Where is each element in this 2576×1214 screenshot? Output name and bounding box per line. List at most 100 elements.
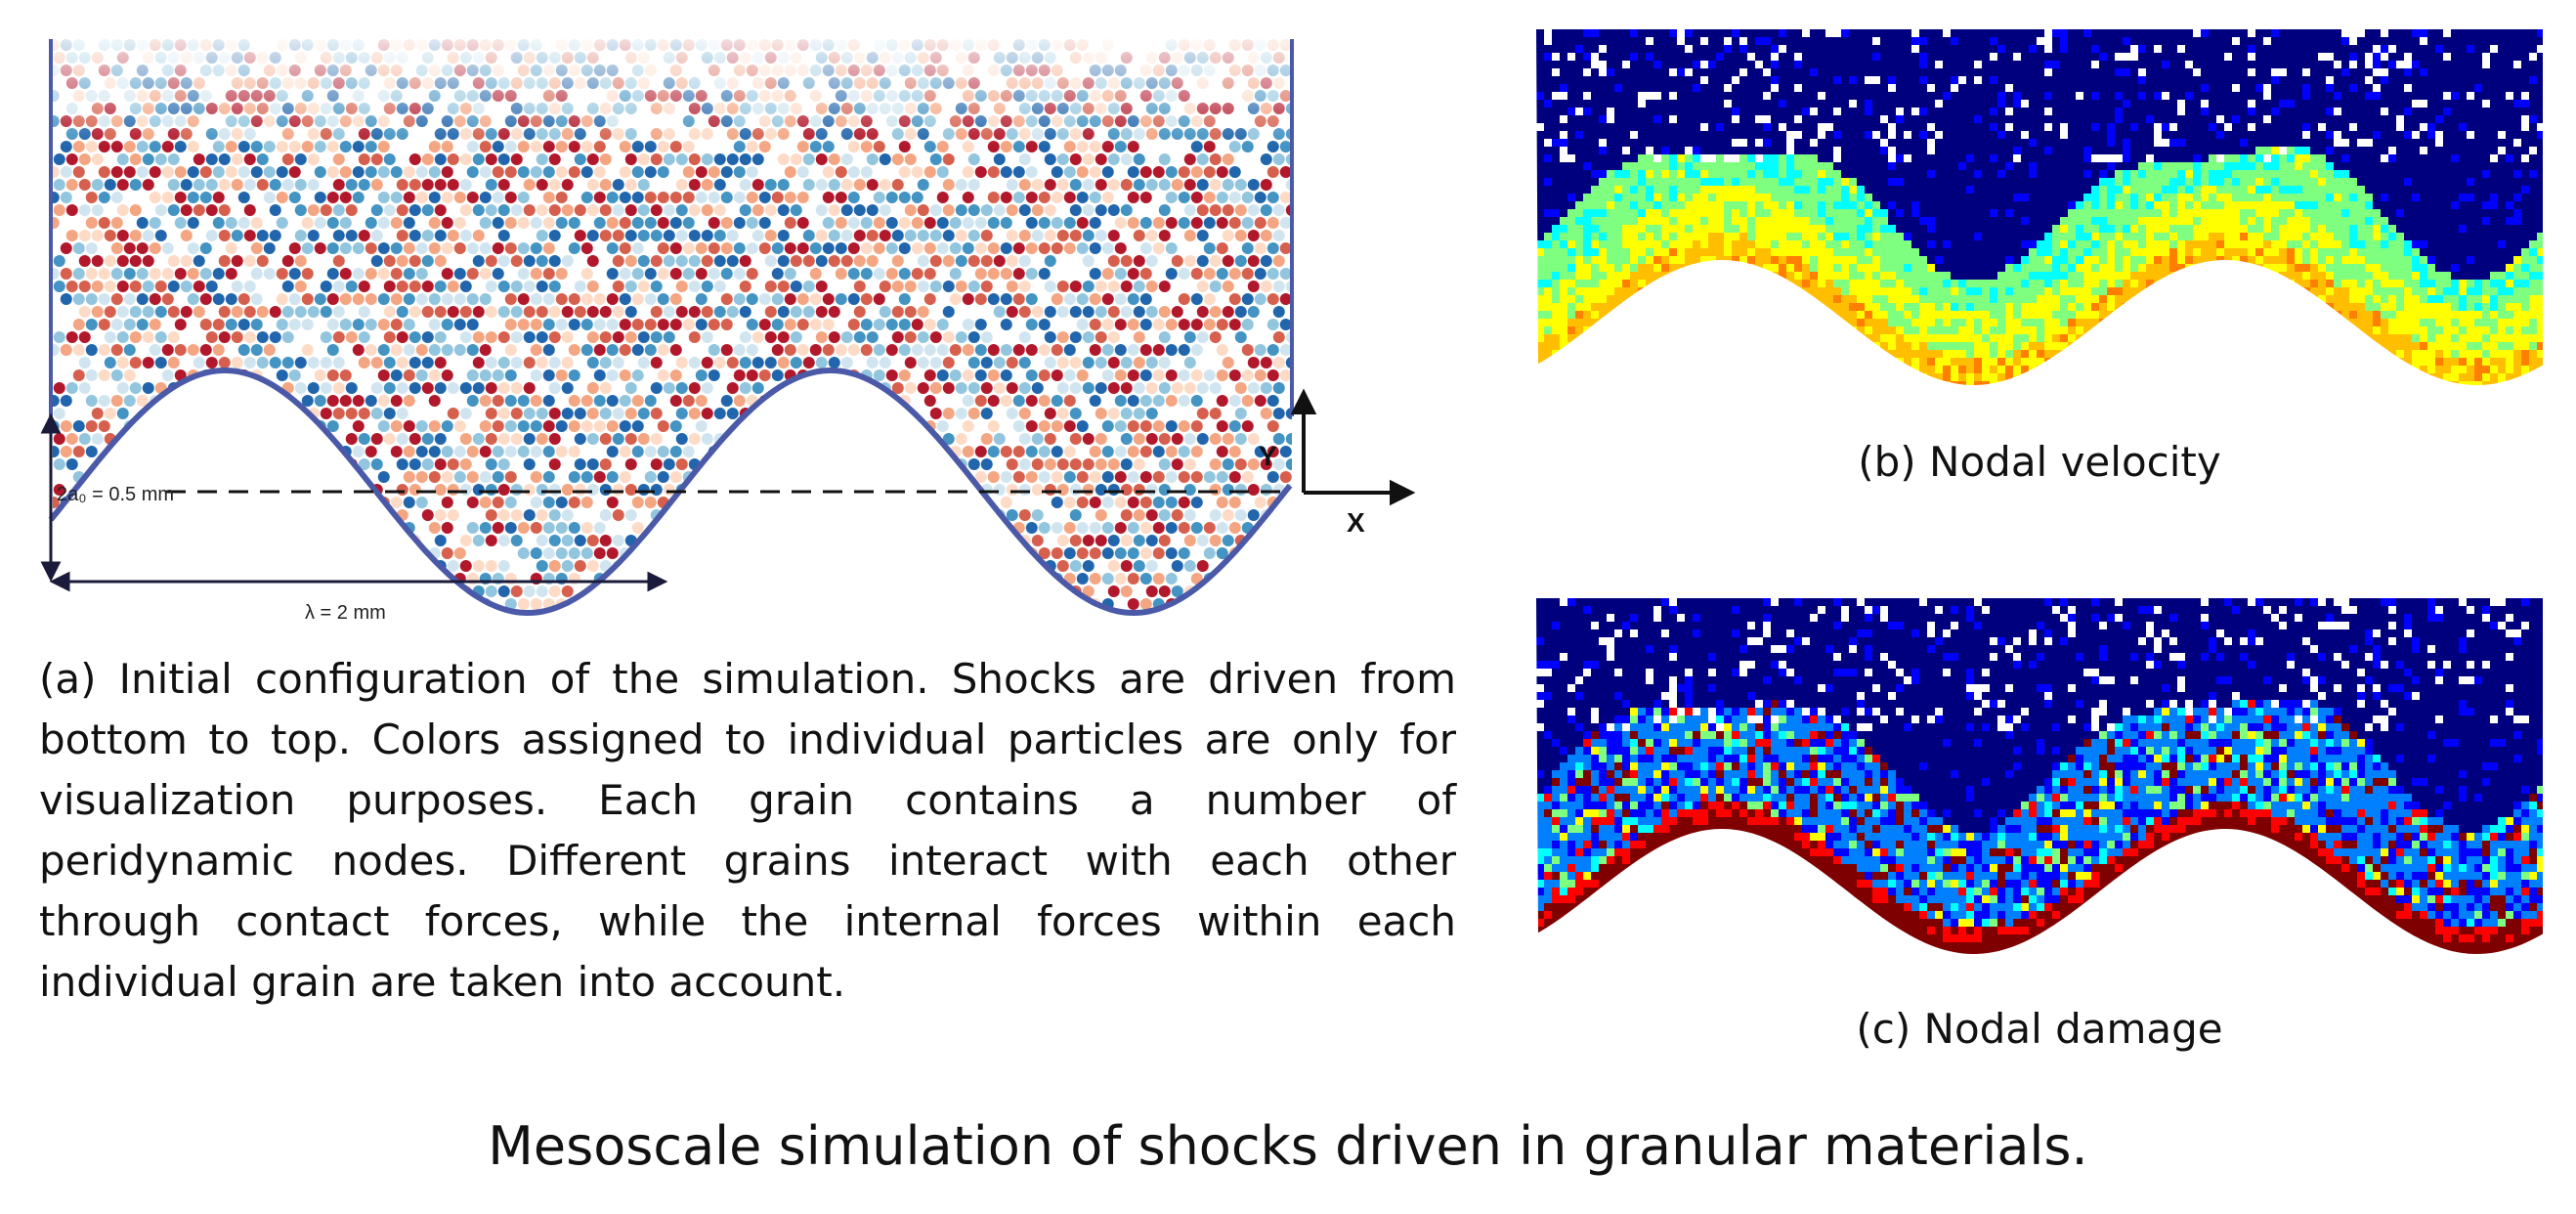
particle (91, 585, 104, 597)
particle (1012, 293, 1025, 305)
particle (1178, 446, 1190, 457)
particle (1139, 471, 1152, 483)
particle (650, 230, 663, 241)
particle (764, 458, 777, 470)
node (2388, 76, 2396, 84)
particle (777, 204, 790, 216)
particle (739, 306, 751, 318)
particle (1063, 166, 1076, 178)
node (1786, 100, 1794, 108)
particle (441, 192, 453, 203)
particle (212, 497, 225, 508)
particle (421, 204, 434, 216)
particle (174, 471, 187, 483)
particle (65, 281, 78, 292)
node (2185, 76, 2193, 84)
particle (701, 408, 713, 419)
node (2138, 53, 2146, 61)
particle (281, 357, 294, 369)
particle (365, 522, 377, 534)
particle (1254, 242, 1267, 254)
node (1732, 108, 1739, 115)
particle (967, 331, 980, 343)
particle (840, 179, 853, 191)
node (2513, 29, 2521, 37)
particle (847, 242, 860, 254)
node (2373, 61, 2381, 68)
particle (720, 522, 733, 534)
node (1724, 68, 1732, 76)
particle (434, 230, 447, 241)
node (1544, 92, 1552, 100)
particle (777, 484, 790, 496)
particle (243, 204, 256, 216)
particle (580, 242, 593, 254)
node (1575, 84, 1583, 92)
particle (1012, 344, 1025, 356)
node (2185, 37, 2193, 45)
particle (923, 395, 936, 407)
particle (479, 217, 492, 229)
node (2224, 76, 2232, 84)
particle (967, 255, 980, 267)
particle (161, 547, 174, 559)
particle (942, 535, 955, 546)
particle (78, 204, 91, 216)
particle (78, 281, 91, 292)
particle (104, 281, 116, 292)
particle (726, 357, 739, 369)
node (2302, 100, 2310, 108)
node (1544, 45, 1552, 53)
particle (866, 408, 879, 419)
node (2005, 100, 2013, 108)
particle (447, 560, 459, 572)
node (2451, 29, 2459, 37)
particle (1000, 293, 1012, 305)
particle (269, 306, 281, 318)
node (1849, 76, 1857, 84)
particle (980, 281, 993, 292)
node (1607, 61, 1614, 68)
particle (1209, 281, 1222, 292)
particle (205, 357, 218, 369)
particle (840, 153, 853, 165)
particle (510, 509, 523, 521)
particle (370, 357, 383, 369)
particle (403, 369, 415, 381)
particle (733, 497, 746, 508)
particle (796, 242, 809, 254)
particle (987, 242, 1000, 254)
particle (885, 547, 898, 559)
particle (853, 382, 866, 394)
particle (390, 293, 403, 305)
particle (225, 598, 237, 610)
node (1849, 61, 1857, 68)
particle (739, 611, 751, 613)
node (2295, 84, 2302, 92)
particle (485, 357, 497, 369)
particle (657, 547, 669, 559)
particle (523, 509, 536, 521)
particle (923, 268, 936, 280)
particle (459, 611, 472, 613)
particle (548, 230, 561, 241)
particle (568, 522, 580, 534)
node (2201, 29, 2209, 37)
node (2107, 37, 2115, 45)
particle (276, 598, 288, 610)
node (2435, 100, 2443, 108)
particle (447, 509, 459, 521)
particle (1190, 192, 1203, 203)
particle (574, 458, 586, 470)
particle (60, 420, 72, 432)
node (2060, 68, 2068, 76)
particle (307, 585, 320, 597)
node (2263, 53, 2271, 61)
node (2029, 45, 2037, 53)
particle (987, 217, 1000, 229)
particle (847, 395, 860, 407)
particle (1216, 598, 1228, 610)
particle (993, 382, 1006, 394)
node (2037, 61, 2044, 68)
particle (1127, 344, 1139, 356)
